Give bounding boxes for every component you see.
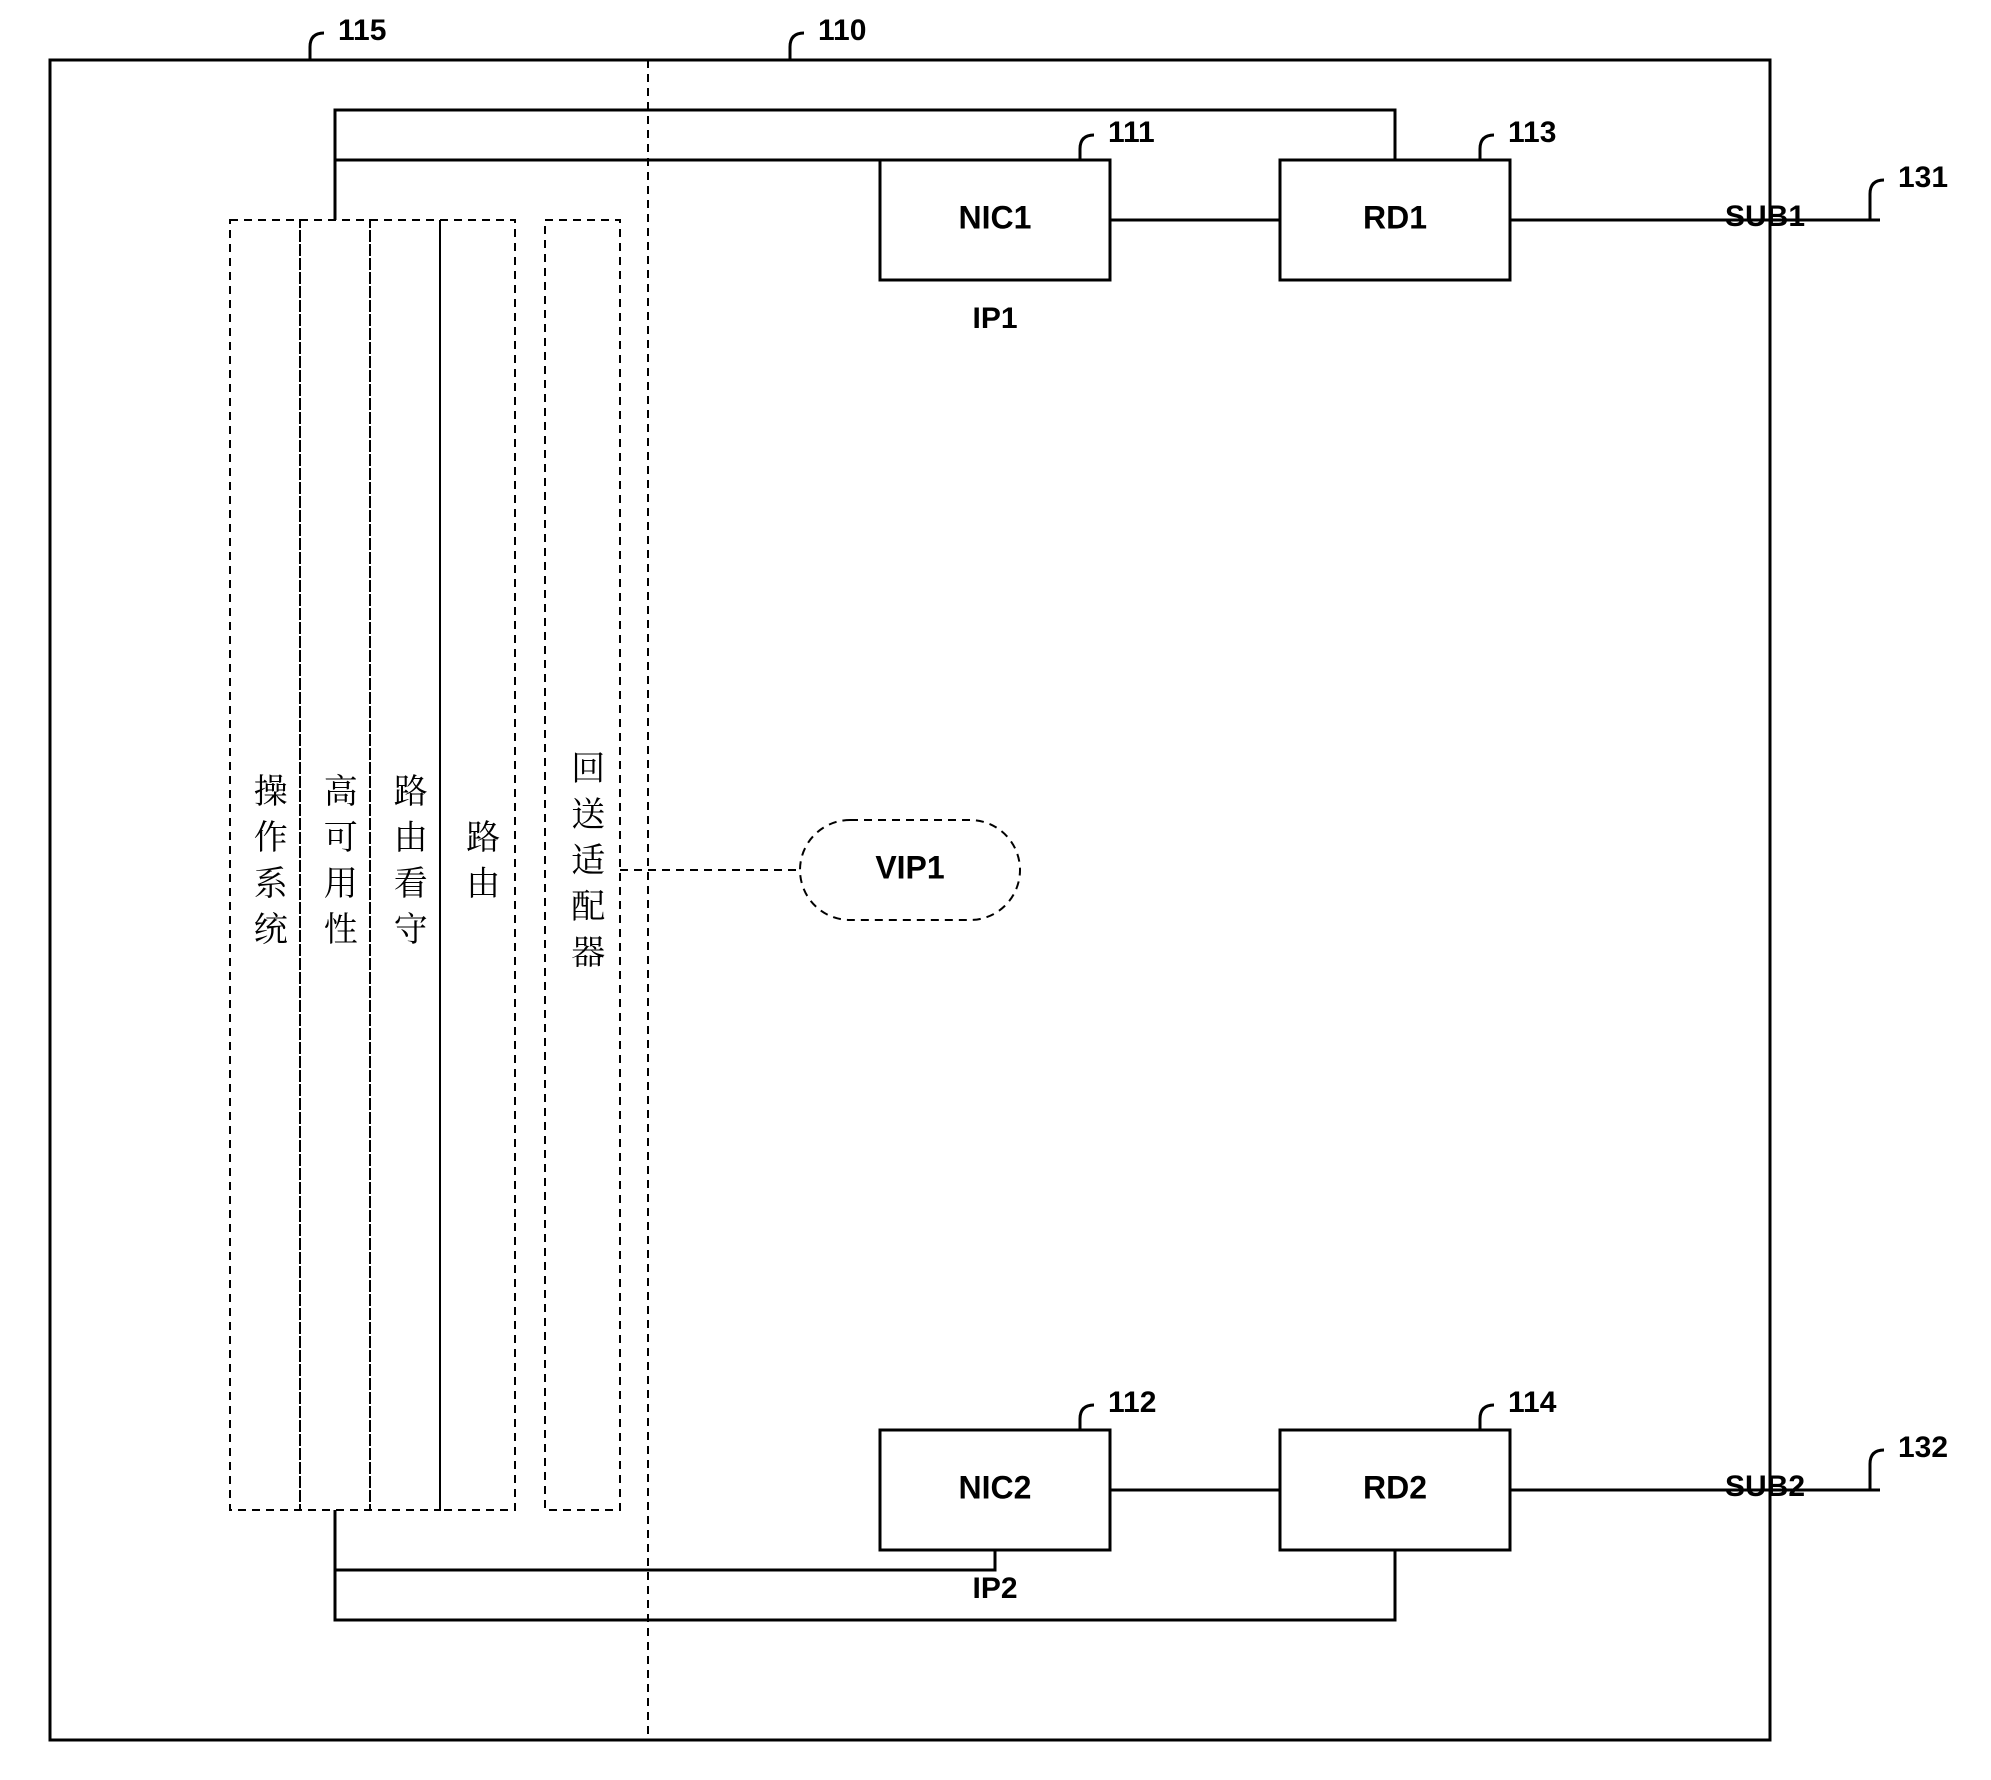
ref-132: 132 [1898, 1431, 1948, 1464]
ref-112: 112 [1108, 1386, 1156, 1419]
nic1-sublabel: IP1 [972, 302, 1017, 335]
outer-box [50, 60, 1770, 1740]
os-column-label: 高可用性 [316, 773, 365, 957]
rd1-label: RD1 [1363, 199, 1427, 235]
rd2-label: RD2 [1363, 1469, 1427, 1505]
nic1-label: NIC1 [959, 199, 1032, 235]
ref-111: 111 [1108, 116, 1155, 149]
ref-110: 110 [818, 14, 866, 47]
network-diagram: 操作系统高可用性路由看守路由 回送适配器 NIC1 IP1 RD1 NIC2 IP2 RD2… [0, 0, 1991, 1780]
vip-node: VIP1 [800, 820, 1020, 920]
os-column-label: 操作系统 [246, 773, 295, 957]
os-column-label: 路由 [459, 819, 508, 911]
node-boxes: NIC1 IP1 RD1 NIC2 IP2 RD2 [880, 160, 1510, 1605]
svg-text:SUB1: SUB1 [1725, 200, 1805, 233]
svg-text:SUB2: SUB2 [1725, 1470, 1805, 1503]
svg-text:VIP1: VIP1 [875, 849, 944, 885]
nic2-label: NIC2 [959, 1469, 1032, 1505]
ref-131: 131 [1898, 161, 1948, 194]
os-column-label: 路由看守 [386, 773, 435, 957]
os-columns: 操作系统高可用性路由看守路由 回送适配器 [230, 220, 620, 1510]
nic2-sublabel: IP2 [972, 1572, 1017, 1605]
ref-114: 114 [1508, 1386, 1557, 1419]
ref-115: 115 [338, 14, 386, 47]
ref-labels: 115 110 111 113 131 112 114 132 [310, 14, 1948, 1490]
ref-113: 113 [1508, 116, 1556, 149]
os-column-label: 回送适配器 [564, 750, 613, 980]
